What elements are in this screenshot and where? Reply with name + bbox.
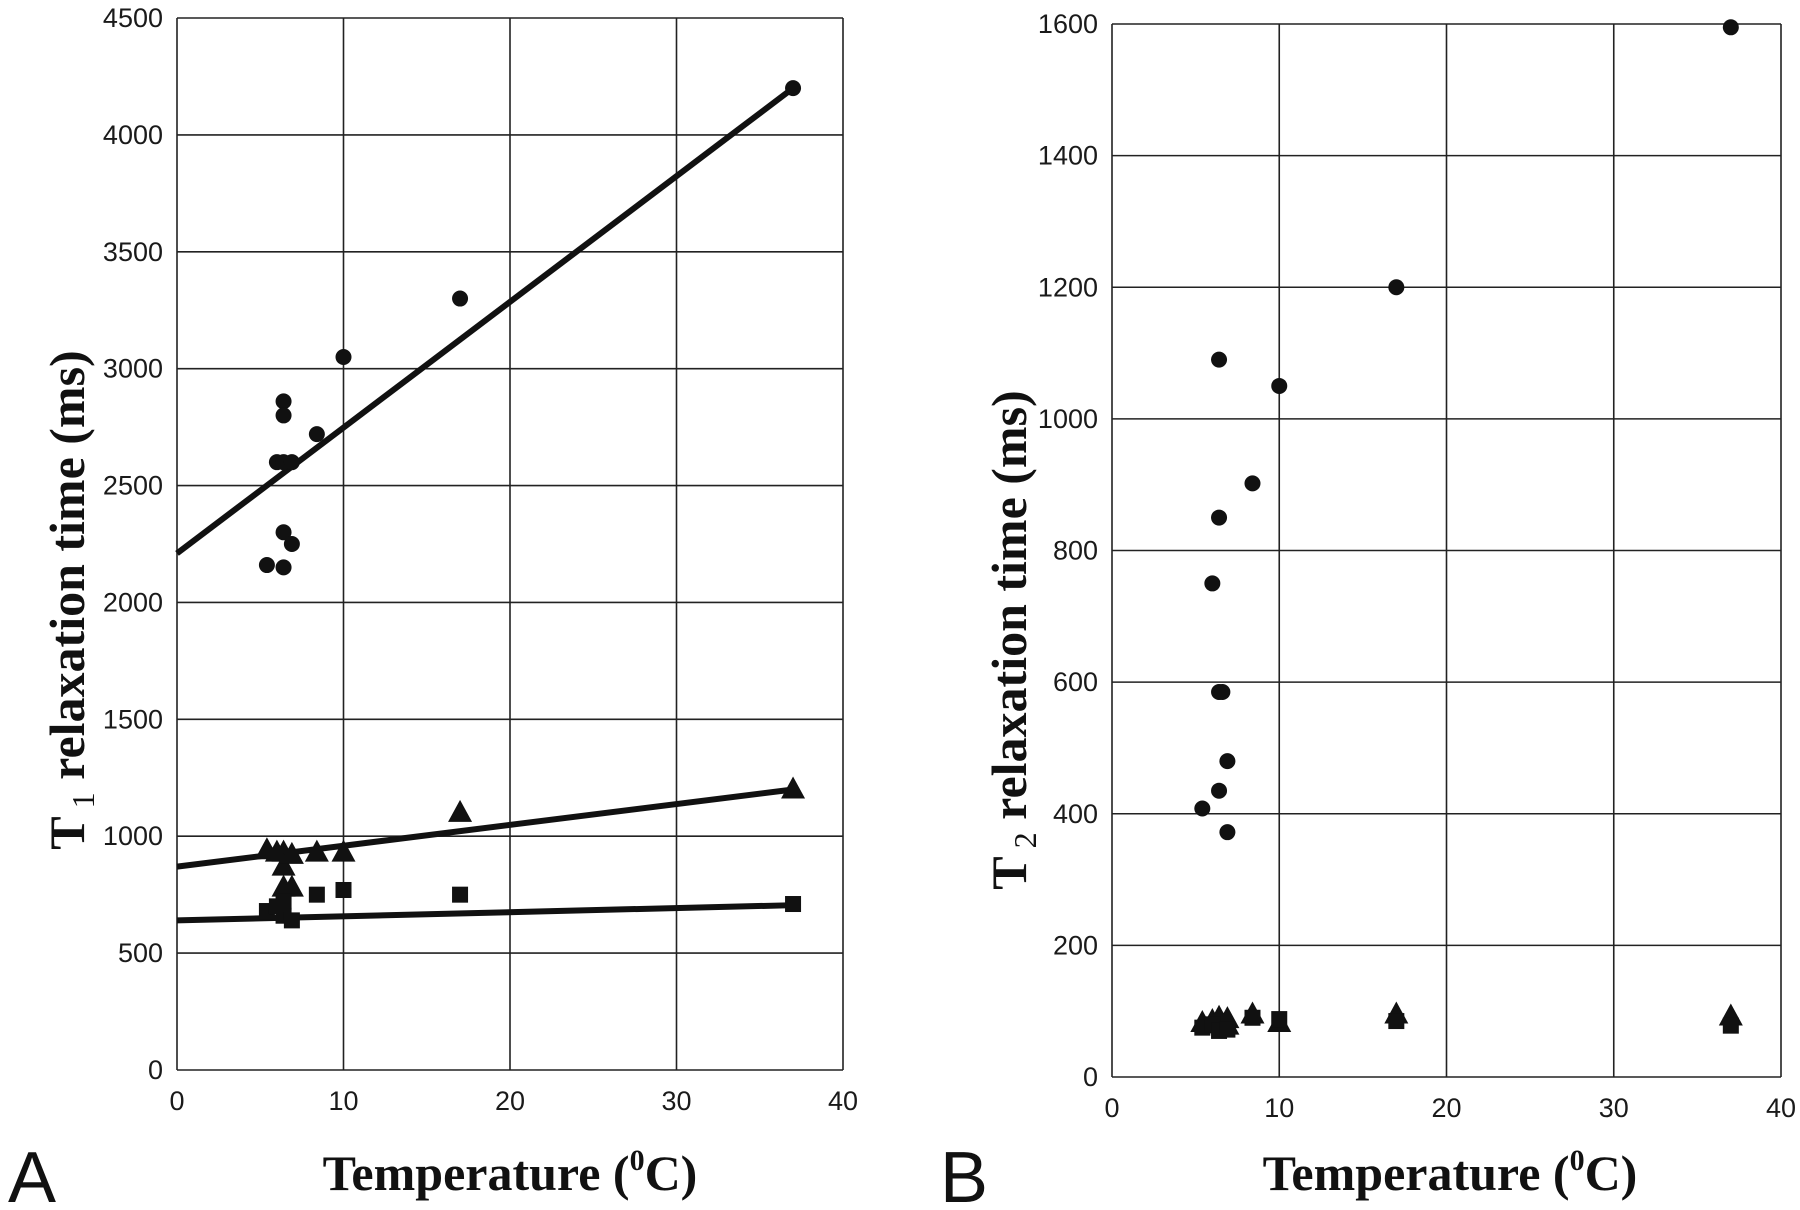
panel-b-point-circle bbox=[1388, 279, 1405, 296]
panel-a-point-triangle bbox=[781, 776, 806, 799]
panel-b-point-square bbox=[1722, 1017, 1739, 1034]
panel-a-point-square bbox=[335, 881, 352, 898]
panel-a-chart: 0 500 1000 1500 2000 2500 3000 3500 4000 4500 0 10 2… bbox=[8, 3, 858, 1210]
panel-a-point-square bbox=[275, 893, 292, 910]
panel-a-point-triangle bbox=[279, 874, 304, 897]
panel-a-letter: A bbox=[8, 1138, 56, 1210]
panel-b-point-circle bbox=[1211, 782, 1228, 799]
panel-a-y-tick-label: 3500 bbox=[103, 237, 163, 267]
panel-b-point-square bbox=[1244, 1009, 1261, 1026]
panel-a-x-tick-label: 30 bbox=[661, 1086, 691, 1116]
panel-b-y-axis-title: T 2 relaxation time (ms) bbox=[981, 390, 1043, 889]
panel-b-point-circle bbox=[1194, 800, 1211, 817]
panel-a-point-circle bbox=[275, 524, 292, 541]
panel-b-y-tick-label: 0 bbox=[1083, 1062, 1098, 1092]
panel-a-y-tick-label: 2000 bbox=[103, 587, 163, 617]
panel-a-y-tick-label: 4000 bbox=[103, 120, 163, 150]
panel-a-x-axis-title: Temperature (0C) bbox=[323, 1144, 698, 1201]
panel-a-x-tick-label: 0 bbox=[169, 1086, 184, 1116]
panel-b-point-circle bbox=[1244, 475, 1261, 492]
panel-b-point-circle bbox=[1219, 824, 1236, 841]
panel-b-point-circle bbox=[1214, 683, 1231, 700]
panel-b-y-tick-label: 600 bbox=[1053, 667, 1098, 697]
panel-b-point-circle bbox=[1211, 509, 1228, 526]
panel-a-y-axis-title: T 1 relaxation time (ms) bbox=[39, 350, 101, 849]
panel-a-point-circle bbox=[283, 536, 300, 552]
panel-b-letter: B bbox=[940, 1138, 988, 1210]
panel-b-chart: 0 200 400 600 800 1000 1200 1400 1600 0 10 20 30 40 T … bbox=[940, 9, 1796, 1210]
panel-a-point-square bbox=[283, 912, 300, 929]
panel-b-y-tick-label: 800 bbox=[1053, 536, 1098, 566]
panel-a-y-tick-label: 4500 bbox=[103, 3, 163, 33]
panel-a-point-circle bbox=[283, 454, 300, 471]
panel-b-y-tick-label: 400 bbox=[1053, 799, 1098, 829]
panel-a-trendline-circle bbox=[175, 85, 795, 556]
panel-b-point-circle bbox=[1211, 351, 1228, 368]
panel-b-x-tick-label: 20 bbox=[1431, 1093, 1461, 1123]
panel-a-point-circle bbox=[275, 407, 292, 424]
panel-a-y-tick-label: 3000 bbox=[103, 354, 163, 384]
panel-b-point-circle bbox=[1219, 753, 1236, 770]
panel-a-y-tick-label: 500 bbox=[118, 938, 163, 968]
panel-a-point-circle bbox=[308, 426, 325, 443]
panel-a-x-tick-label: 40 bbox=[828, 1086, 858, 1116]
panel-b-y-tick-label: 1600 bbox=[1038, 9, 1098, 39]
panel-b-point-square bbox=[1219, 1021, 1236, 1038]
panel-b-point-circle bbox=[1271, 377, 1288, 394]
panel-a-y-tick-label: 0 bbox=[148, 1055, 163, 1085]
panel-b-y-tick-label: 1000 bbox=[1038, 404, 1098, 434]
panel-a-point-circle bbox=[275, 559, 292, 576]
panel-a-point-triangle bbox=[271, 853, 296, 876]
panel-b-point-circle bbox=[1722, 19, 1739, 36]
panel-a-point-triangle bbox=[331, 839, 356, 862]
panel-a-y-tick-label: 1500 bbox=[103, 704, 163, 734]
panel-a-point-square bbox=[785, 896, 802, 913]
panel-a-x-tick-label: 20 bbox=[495, 1086, 525, 1116]
panel-b-x-axis-title: Temperature (0C) bbox=[1263, 1144, 1638, 1201]
panel-a-point-triangle bbox=[279, 841, 304, 864]
panel-a-point-square bbox=[452, 886, 469, 903]
panel-b-point-square bbox=[1388, 1013, 1405, 1030]
panel-a-point-circle bbox=[785, 80, 802, 97]
panel-a-point-circle bbox=[335, 348, 352, 365]
panel-a-point-square bbox=[308, 886, 325, 903]
panel-a-y-tick-label: 1000 bbox=[103, 821, 163, 851]
panel-b-x-tick-label: 10 bbox=[1264, 1093, 1294, 1123]
panel-b-y-tick-label: 1400 bbox=[1038, 141, 1098, 171]
panel-a-point-circle bbox=[275, 393, 292, 410]
panel-b-x-tick-label: 0 bbox=[1104, 1093, 1119, 1123]
panel-a-x-tick-label: 10 bbox=[328, 1086, 358, 1116]
panel-a-point-circle bbox=[258, 557, 275, 574]
panel-b-point-square bbox=[1271, 1011, 1288, 1028]
panel-a-point-triangle bbox=[448, 799, 473, 822]
panel-b-y-tick-label: 1200 bbox=[1038, 272, 1098, 302]
panel-a-point-triangle bbox=[304, 839, 329, 862]
panel-a-point-circle bbox=[452, 290, 469, 307]
panel-b-point-circle bbox=[1204, 575, 1221, 592]
panel-b-y-tick-label: 200 bbox=[1053, 930, 1098, 960]
panel-b-x-tick-label: 30 bbox=[1599, 1093, 1629, 1123]
panel-a-y-tick-label: 2500 bbox=[103, 471, 163, 501]
panel-b-x-tick-label: 40 bbox=[1766, 1093, 1796, 1123]
